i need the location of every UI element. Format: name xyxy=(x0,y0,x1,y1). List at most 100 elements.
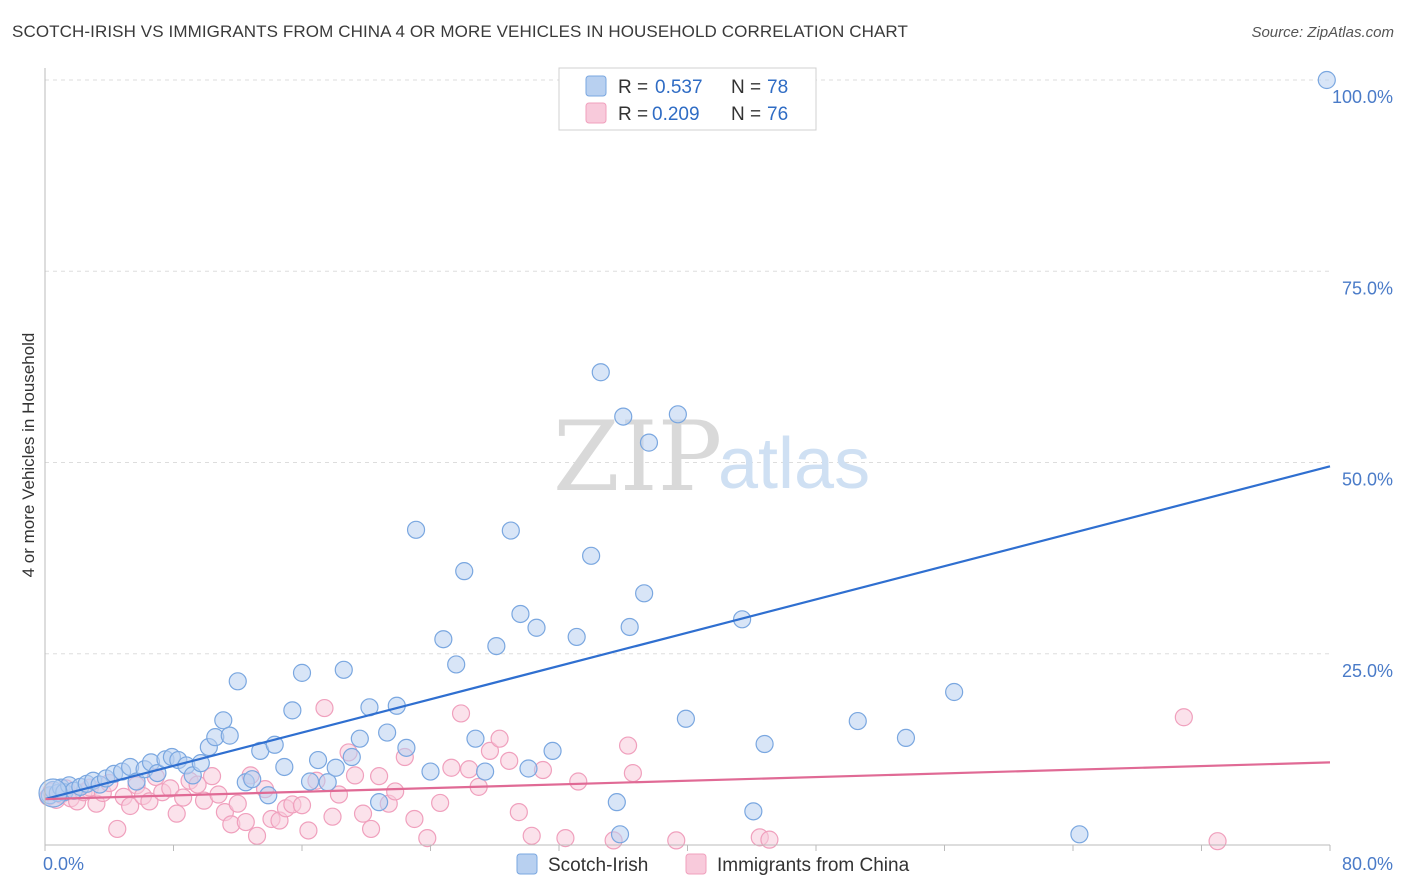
data-point xyxy=(760,830,779,849)
legend-n-value-scotch-irish: 78 xyxy=(767,77,788,98)
data-point xyxy=(744,802,763,821)
data-point xyxy=(326,758,345,777)
data-point xyxy=(639,433,659,452)
data-point xyxy=(220,726,239,745)
data-point xyxy=(668,405,687,424)
watermark-atlas: atlas xyxy=(718,424,870,504)
data-point xyxy=(618,736,638,755)
chart-source: Source: ZipAtlas.com xyxy=(1251,24,1394,41)
data-point xyxy=(108,819,127,839)
data-point xyxy=(361,819,381,839)
legend: R = 0.537 N = 78 R = 0.209 N = 76 xyxy=(558,67,817,131)
data-point xyxy=(569,772,588,791)
y-tick-label: 75.0% xyxy=(1342,278,1393,298)
legend-r-label-scotch-irish: R = xyxy=(618,77,648,98)
data-point xyxy=(442,758,461,777)
axes: 0.0% 80.0% xyxy=(43,68,1393,874)
data-point xyxy=(455,562,474,581)
legend-n-label-scotch-irish: N = xyxy=(731,77,761,98)
data-point xyxy=(214,711,233,730)
data-point xyxy=(202,767,222,786)
data-point xyxy=(543,741,562,761)
data-point xyxy=(308,750,328,770)
data-point xyxy=(315,698,334,718)
data-point xyxy=(591,363,610,382)
legend-swatch-scotch-irish xyxy=(585,75,607,97)
data-point xyxy=(259,786,278,805)
data-point xyxy=(386,782,405,801)
data-point xyxy=(607,793,626,812)
data-point xyxy=(1174,708,1193,727)
legend-r-value-scotch-irish: 0.537 xyxy=(655,77,703,98)
data-point xyxy=(623,763,642,783)
data-point xyxy=(676,709,695,728)
data-point xyxy=(350,729,369,748)
data-point xyxy=(582,546,601,565)
data-point xyxy=(509,803,528,822)
data-point xyxy=(342,747,361,767)
data-point xyxy=(406,520,426,539)
data-point xyxy=(405,809,424,829)
data-point xyxy=(466,729,485,748)
data-point xyxy=(434,630,453,649)
data-point xyxy=(283,701,302,720)
y-tick-label: 50.0% xyxy=(1342,470,1393,490)
chart-title: SCOTCH-IRISH VS IMMIGRANTS FROM CHINA 4 … xyxy=(12,22,908,41)
legend-n-label-immigrants-from-china: N = xyxy=(731,104,761,125)
data-point xyxy=(174,788,193,807)
legend-n-value-immigrants-from-china: 76 xyxy=(767,104,788,125)
bottom-legend: Scotch-Irish Immigrants from China xyxy=(516,853,910,876)
data-point xyxy=(487,636,506,656)
data-point xyxy=(397,738,416,757)
data-point xyxy=(418,829,437,848)
data-point xyxy=(236,812,255,832)
data-point xyxy=(228,794,247,813)
watermark-zip: ZIP xyxy=(553,401,722,513)
series-scotch-irish xyxy=(38,70,1336,844)
data-point xyxy=(556,829,575,848)
data-point xyxy=(38,778,68,808)
data-point xyxy=(228,672,247,691)
legend-swatch-immigrants-from-china xyxy=(585,102,607,124)
legend-r-value-immigrants-from-china: 0.209 xyxy=(652,104,700,125)
data-point xyxy=(667,831,686,850)
data-point xyxy=(292,663,312,682)
data-point xyxy=(527,618,546,637)
data-point xyxy=(476,762,495,781)
data-point xyxy=(299,821,318,840)
x-tick-label: 0.0% xyxy=(43,854,84,874)
data-point xyxy=(896,728,916,748)
data-point xyxy=(167,804,186,823)
data-point xyxy=(431,793,450,813)
data-point xyxy=(1317,70,1336,90)
y-tick-label: 25.0% xyxy=(1342,661,1393,681)
data-point xyxy=(522,826,541,845)
trend-lines xyxy=(44,465,1331,801)
data-point xyxy=(848,711,867,731)
data-point xyxy=(620,617,639,637)
data-point xyxy=(292,796,312,815)
trend-line xyxy=(44,761,1331,801)
x-tick-label: 80.0% xyxy=(1342,854,1393,874)
watermark: ZIP atlas xyxy=(553,401,870,513)
data-point xyxy=(370,767,389,786)
y-tick-label: 100.0% xyxy=(1332,87,1393,107)
data-point xyxy=(614,407,633,426)
data-point xyxy=(945,682,964,702)
data-point xyxy=(459,760,479,779)
data-point xyxy=(755,734,774,754)
data-point xyxy=(511,604,530,624)
data-point xyxy=(1208,832,1227,851)
data-point xyxy=(480,741,500,761)
data-point xyxy=(501,521,520,540)
bottom-legend-swatch-scotch-irish xyxy=(516,853,538,875)
data-point xyxy=(353,804,373,823)
data-point xyxy=(610,825,630,844)
bottom-legend-label-immigrants-from-china: Immigrants from China xyxy=(717,855,910,876)
data-point xyxy=(1070,825,1089,844)
data-point xyxy=(519,759,538,778)
data-point xyxy=(345,766,365,785)
y-axis-label: 4 or more Vehicles in Household xyxy=(19,333,38,578)
data-point xyxy=(378,723,397,742)
